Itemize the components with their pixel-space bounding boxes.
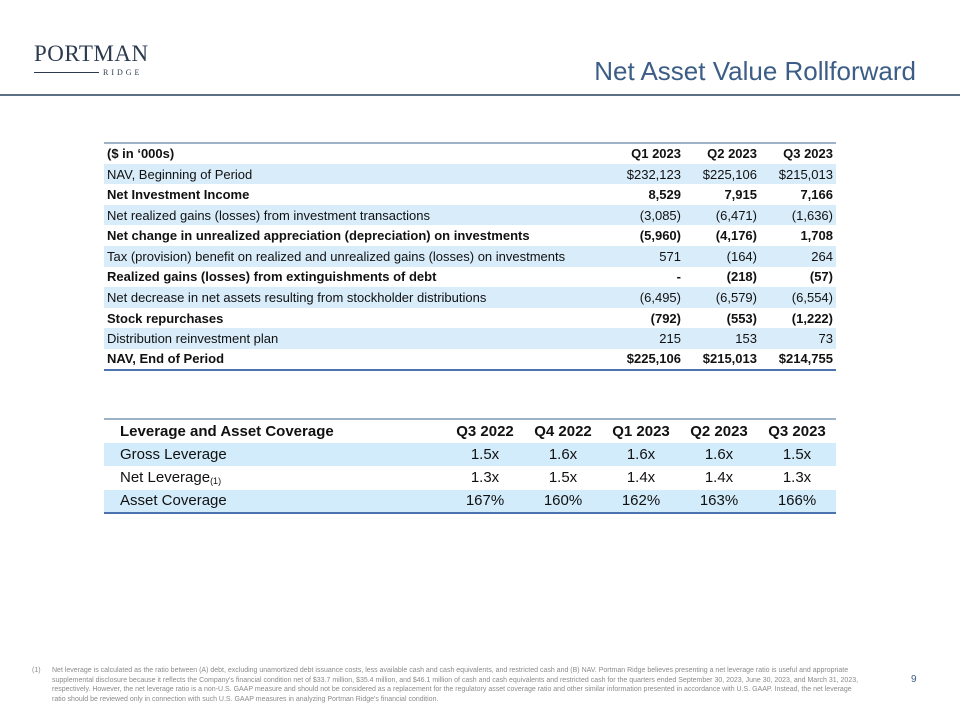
cell-value: 7,166 bbox=[800, 186, 833, 202]
cell-value: 73 bbox=[760, 328, 836, 349]
company-logo: PORTMAN RIDGE bbox=[34, 42, 149, 77]
cell-value: - bbox=[676, 269, 681, 285]
column-header: Q2 2023 bbox=[684, 143, 760, 165]
cell-value: 1.5x bbox=[446, 442, 524, 466]
cell-value: (4,176) bbox=[715, 228, 757, 244]
row-label: Net decrease in net assets resulting fro… bbox=[104, 287, 590, 308]
cell-value: $225,106 bbox=[684, 163, 760, 185]
footnote-marker: (1) bbox=[32, 667, 41, 674]
row-label: Distribution reinvestment plan bbox=[104, 328, 590, 349]
cell-value: 8,529 bbox=[648, 186, 681, 202]
cell-value: 1,708 bbox=[800, 228, 833, 244]
cell-value: (218) bbox=[726, 269, 757, 285]
cell-value: 153 bbox=[684, 328, 760, 349]
row-label: Realized gains (losses) from extinguishm… bbox=[107, 269, 437, 285]
cell-value: 162% bbox=[602, 489, 680, 513]
header-divider bbox=[0, 94, 960, 96]
table-row: Asset Coverage 167% 160% 162% 163% 166% bbox=[104, 489, 836, 513]
cell-value: 215 bbox=[590, 328, 684, 349]
page-title: Net Asset Value Rollforward bbox=[594, 56, 916, 86]
table-row: Realized gains (losses) from extinguishm… bbox=[104, 267, 836, 288]
footnote: (1) Net leverage is calculated as the ra… bbox=[32, 666, 862, 704]
page-number: 9 bbox=[911, 674, 917, 685]
cell-value: 1.5x bbox=[548, 469, 578, 487]
table-row: Distribution reinvestment plan 215 153 73 bbox=[104, 328, 836, 349]
cell-value: (6,471) bbox=[684, 204, 760, 226]
footnote-ref: (1) bbox=[210, 476, 222, 487]
cell-value: (1,222) bbox=[791, 310, 833, 326]
table-row: Gross Leverage 1.5x 1.6x 1.6x 1.6x 1.5x bbox=[104, 442, 836, 466]
row-label-cell: Gross Leverage bbox=[104, 442, 446, 466]
cell-value: 571 bbox=[590, 245, 684, 267]
row-label-cell: Asset Coverage bbox=[104, 489, 446, 513]
footnote-text: Net leverage is calculated as the ratio … bbox=[52, 667, 859, 703]
table-row: Net Investment Income 8,529 7,915 7,166 bbox=[104, 184, 836, 205]
cell-value: $214,755 bbox=[778, 351, 833, 367]
logo-sub: RIDGE bbox=[103, 68, 143, 77]
cell-value: $225,106 bbox=[626, 351, 681, 367]
column-header: Q3 2023 bbox=[760, 143, 836, 165]
logo-rule bbox=[34, 72, 99, 73]
row-label-cell: Net Leverage(1) bbox=[104, 466, 446, 490]
row-label: Net change in unrealized appreciation (d… bbox=[107, 228, 530, 244]
row-label: Net Investment Income bbox=[107, 186, 250, 202]
cell-value: (6,579) bbox=[684, 287, 760, 308]
cell-value: 163% bbox=[680, 489, 758, 513]
cell-value: (6,554) bbox=[760, 287, 836, 308]
table-header-row: Leverage and Asset Coverage Q3 2022 Q4 202… bbox=[104, 419, 836, 443]
cell-value: (5,960) bbox=[639, 228, 681, 244]
cell-value: 1.6x bbox=[602, 442, 680, 466]
table-row: Tax (provision) benefit on realized and … bbox=[104, 245, 836, 267]
cell-value: 1.4x bbox=[704, 469, 734, 487]
column-header: Q1 2023 bbox=[612, 422, 670, 440]
table-row: NAV, End of Period $225,106 $215,013 $214,7… bbox=[104, 349, 836, 370]
cell-value: 7,915 bbox=[724, 186, 757, 202]
nav-rollforward-table: ($ in ‘000s) Q1 2023 Q2 2023 Q3 2023 NAV, Be… bbox=[104, 142, 836, 371]
row-label: Net Leverage bbox=[120, 469, 211, 487]
cell-value: (1,636) bbox=[760, 204, 836, 226]
row-label: Net realized gains (losses) from investm… bbox=[104, 204, 590, 226]
table-row: Stock repurchases (792) (553) (1,222) bbox=[104, 308, 836, 329]
column-header: Q3 2022 bbox=[456, 422, 514, 440]
cell-value: 1.4x bbox=[626, 469, 656, 487]
cell-value: (3,085) bbox=[590, 204, 684, 226]
cell-value: 1.3x bbox=[782, 469, 812, 487]
cell-value: 1.6x bbox=[680, 442, 758, 466]
table-header-row: ($ in ‘000s) Q1 2023 Q2 2023 Q3 2023 bbox=[104, 143, 836, 165]
cell-value: (164) bbox=[684, 245, 760, 267]
cell-value: $215,013 bbox=[702, 351, 757, 367]
row-label: NAV, Beginning of Period bbox=[104, 163, 590, 185]
leverage-table: Leverage and Asset Coverage Q3 2022 Q4 202… bbox=[104, 418, 836, 514]
cell-value: 1.5x bbox=[758, 442, 836, 466]
cell-value: (6,495) bbox=[590, 287, 684, 308]
cell-value: (57) bbox=[809, 269, 833, 285]
cell-value: 1.3x bbox=[470, 469, 500, 487]
cell-value: 167% bbox=[446, 489, 524, 513]
row-label: Asset Coverage bbox=[120, 492, 227, 510]
row-label: Tax (provision) benefit on realized and … bbox=[104, 245, 590, 267]
column-header: Q1 2023 bbox=[590, 143, 684, 165]
column-header: Q2 2023 bbox=[690, 422, 748, 440]
table-row: NAV, Beginning of Period $232,123 $225,106… bbox=[104, 163, 836, 185]
column-header: Q3 2023 bbox=[768, 422, 826, 440]
cell-value: 160% bbox=[524, 489, 602, 513]
table-row: Net realized gains (losses) from investm… bbox=[104, 204, 836, 226]
cell-value: 166% bbox=[758, 489, 836, 513]
table-row: Net Leverage(1) 1.3x 1.5x 1.4x 1.4x 1.3x bbox=[104, 466, 836, 490]
column-header: Leverage and Asset Coverage bbox=[120, 422, 334, 440]
cell-value: $232,123 bbox=[590, 163, 684, 185]
cell-value: 1.6x bbox=[524, 442, 602, 466]
column-header: Q4 2022 bbox=[534, 422, 592, 440]
logo-name: PORTMAN bbox=[34, 41, 149, 66]
cell-value: $215,013 bbox=[760, 163, 836, 185]
column-header: ($ in ‘000s) bbox=[104, 143, 590, 165]
row-label: Gross Leverage bbox=[120, 445, 227, 463]
table-row: Net change in unrealized appreciation (d… bbox=[104, 225, 836, 246]
table-row: Net decrease in net assets resulting fro… bbox=[104, 287, 836, 308]
row-label: Stock repurchases bbox=[107, 310, 224, 326]
cell-value: (792) bbox=[650, 310, 681, 326]
cell-value: 264 bbox=[760, 245, 836, 267]
row-label: NAV, End of Period bbox=[107, 351, 225, 367]
cell-value: (553) bbox=[726, 310, 757, 326]
